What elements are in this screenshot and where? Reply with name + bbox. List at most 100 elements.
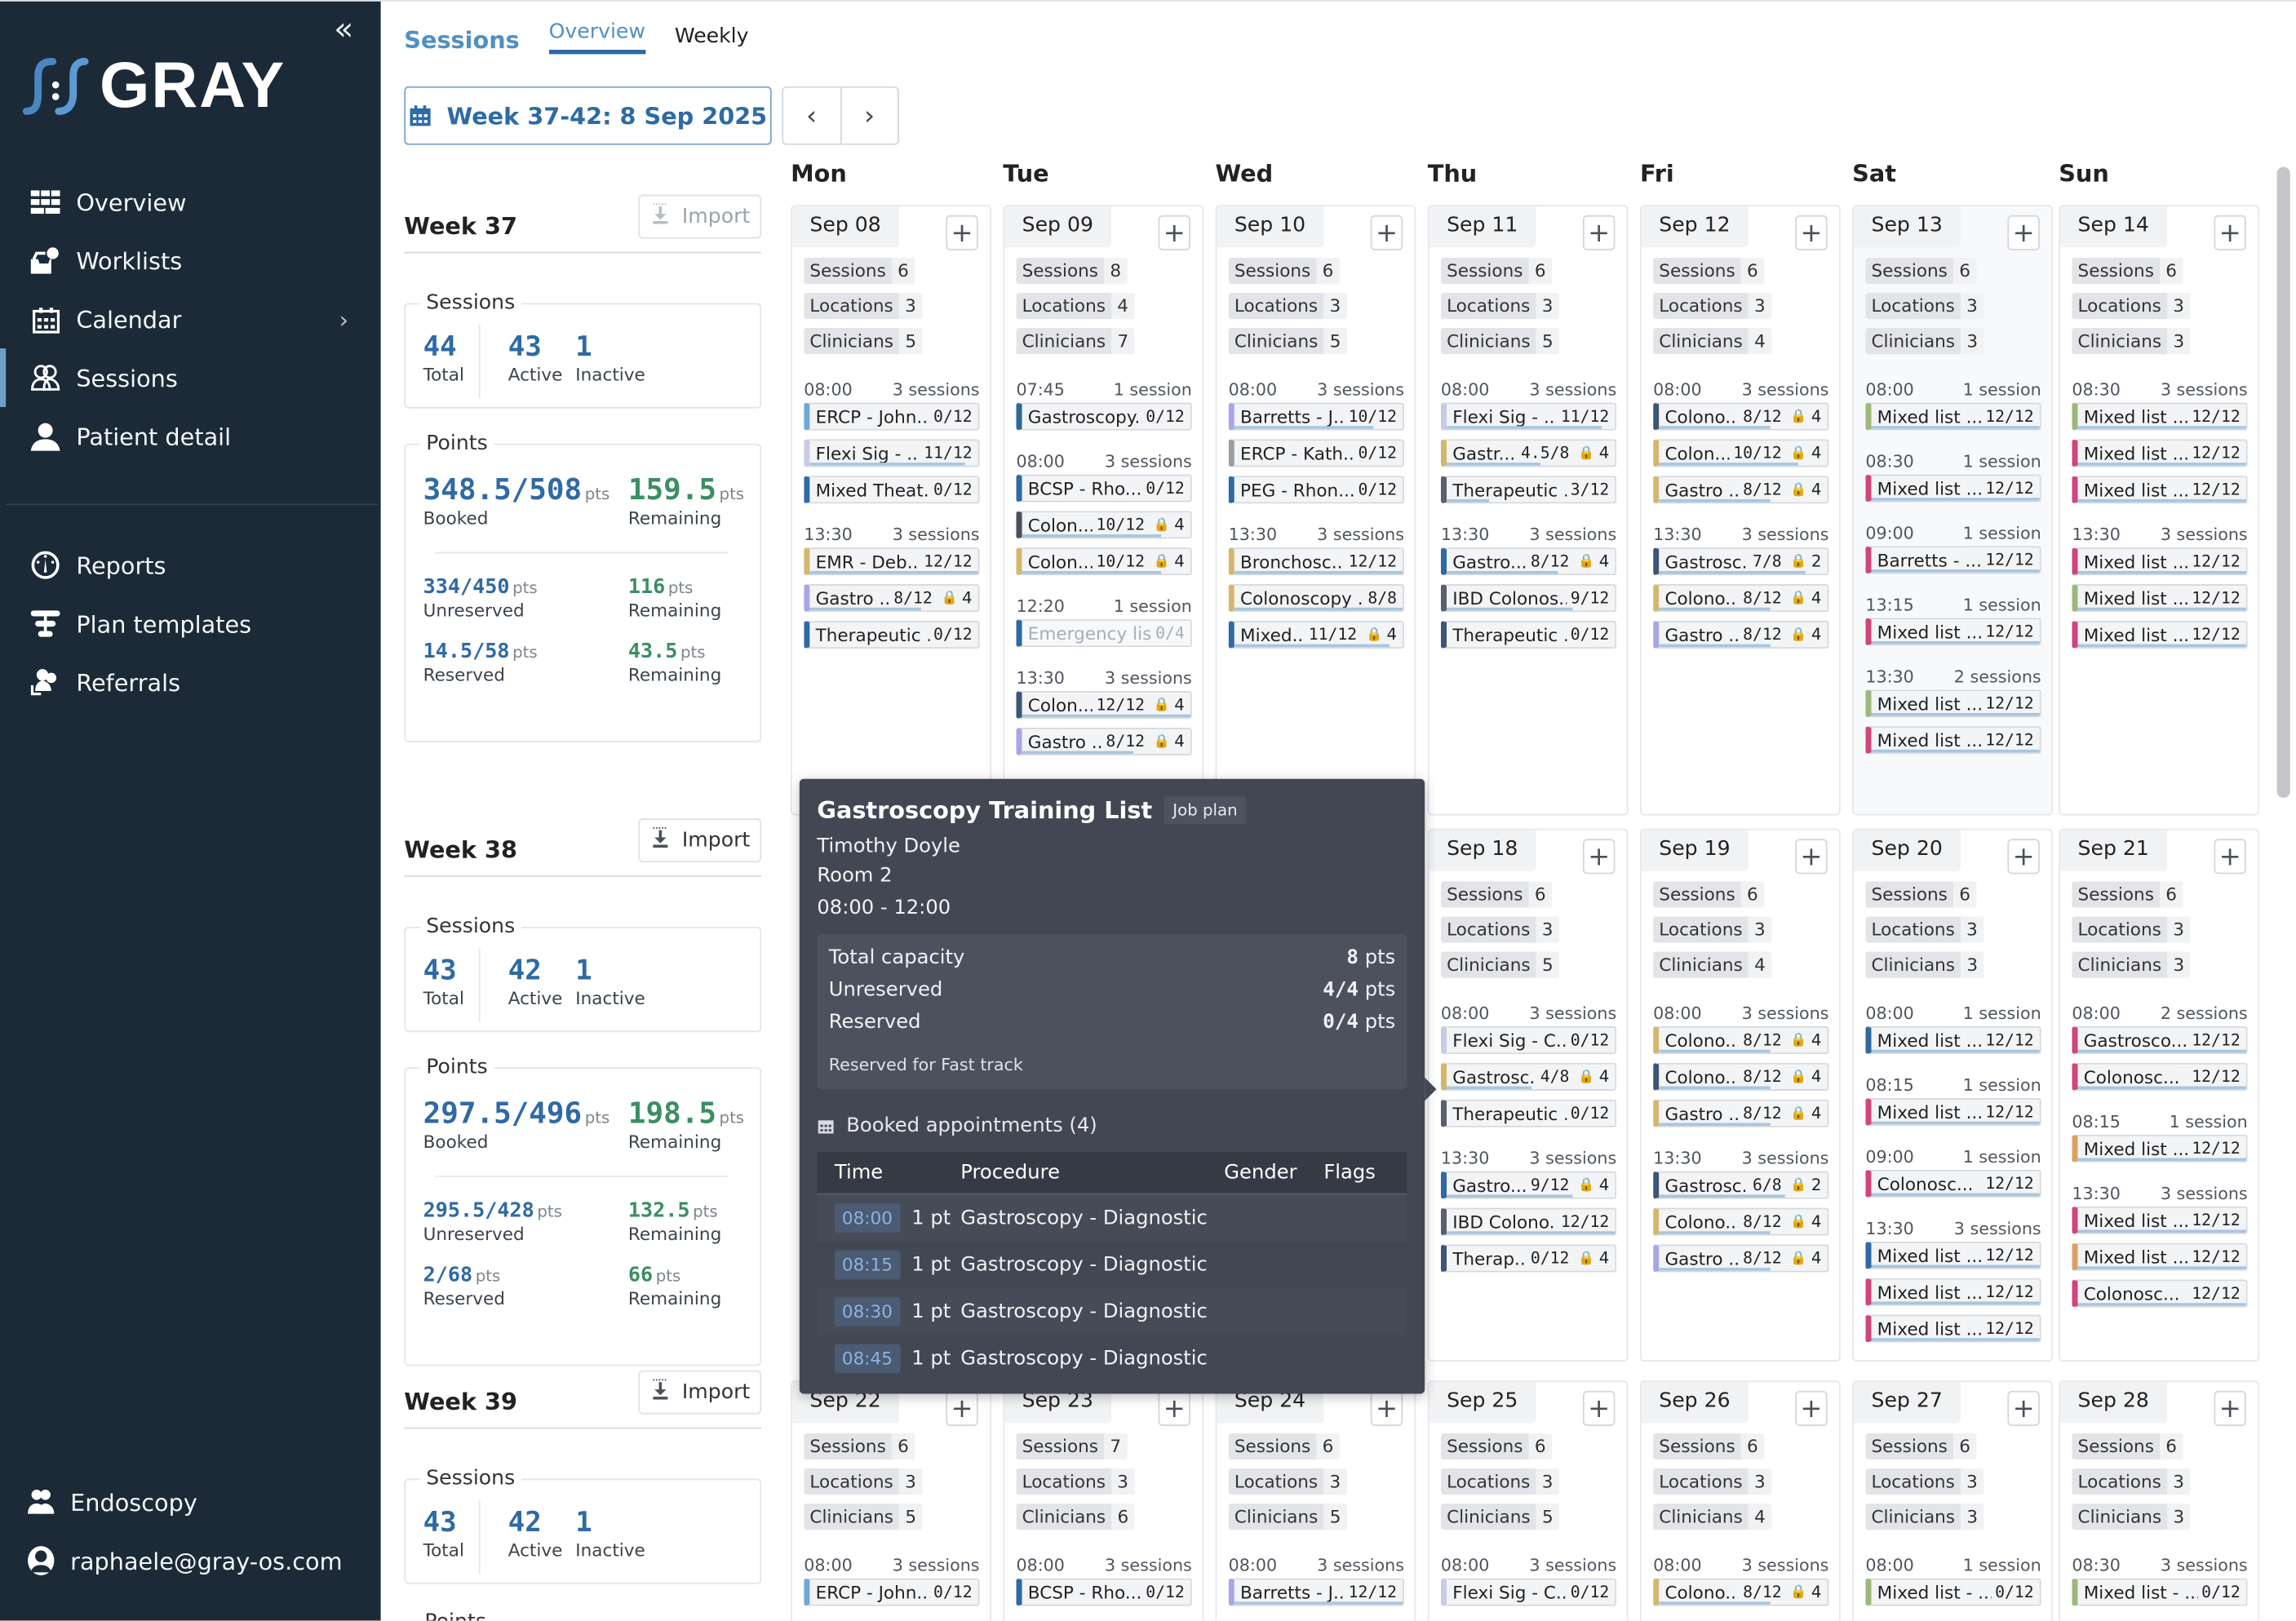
- session-item[interactable]: Mixed list ... 12/12: [2072, 584, 2248, 613]
- add-session-button[interactable]: +: [1582, 215, 1616, 250]
- session-item[interactable]: Therapeutic ...0/12: [1440, 1099, 1617, 1127]
- session-item[interactable]: Colonosc... 12/12: [2072, 1279, 2248, 1308]
- tab-overview[interactable]: Overview: [548, 20, 645, 55]
- session-item[interactable]: BCSP - Rho... 0/12: [1016, 1578, 1192, 1606]
- session-item[interactable]: Barretts - ... 12/12: [1865, 546, 2041, 574]
- import-button[interactable]: Import: [638, 818, 762, 863]
- session-item[interactable]: Therapeutic ...3/12: [1440, 476, 1617, 504]
- session-item[interactable]: Flexi Sig - ... 11/12: [1440, 402, 1617, 431]
- session-item[interactable]: Colono... 8/12 🔒 4: [1653, 1578, 1829, 1606]
- add-session-button[interactable]: +: [1370, 1390, 1403, 1426]
- session-item[interactable]: Mixed list ... 12/12: [1865, 726, 2041, 755]
- session-item[interactable]: Gastro ... 8/12 🔒 4: [1653, 1244, 1829, 1273]
- sidebar-item-referrals[interactable]: Referrals: [0, 653, 381, 711]
- session-item[interactable]: Mixed list ... 12/12: [2072, 620, 2248, 649]
- session-item[interactable]: Colono... 8/12 🔒 4: [1653, 584, 1829, 613]
- table-row[interactable]: 08:00 1 pt Gastroscopy - Diagnostic: [817, 1194, 1407, 1242]
- add-session-button[interactable]: +: [2214, 839, 2246, 875]
- session-item[interactable]: Gastrosc...6/8 🔒2: [1653, 1171, 1829, 1199]
- week-range-picker[interactable]: Week 37-42: 8 Sep 2025: [404, 86, 772, 145]
- session-item[interactable]: Gastrosc...4/8 🔒4: [1440, 1062, 1617, 1091]
- table-row[interactable]: 08:30 1 pt Gastroscopy - Diagnostic: [817, 1288, 1407, 1335]
- add-session-button[interactable]: +: [1158, 1390, 1191, 1426]
- sidebar-item-plan-templates[interactable]: Plan templates: [0, 595, 381, 653]
- next-week-button[interactable]: ›: [840, 87, 898, 144]
- add-session-button[interactable]: +: [1582, 1390, 1616, 1426]
- sidebar-item-sessions[interactable]: Sessions: [0, 348, 381, 407]
- session-item[interactable]: Mixed list ... 12/12: [1865, 1026, 2041, 1055]
- session-item[interactable]: IBD Colonos... 9/12: [1440, 584, 1617, 613]
- session-item[interactable]: Gastro... 8/12 🔒 4: [1440, 547, 1617, 576]
- add-session-button[interactable]: +: [1370, 215, 1403, 250]
- session-item[interactable]: Barretts - J... 10/12: [1228, 402, 1405, 431]
- session-item[interactable]: Mixed Theat... 0/12: [804, 476, 980, 504]
- session-item[interactable]: Mixed list ... 12/12: [1865, 689, 2041, 718]
- session-item[interactable]: ERCP - John... 0/12: [804, 1578, 980, 1606]
- session-item[interactable]: Barretts - J... 12/12: [1228, 1578, 1405, 1606]
- session-item[interactable]: Mixed... 11/12 🔒 4: [1228, 620, 1405, 649]
- session-item[interactable]: Flexi Sig - ... 11/12: [804, 439, 980, 467]
- session-item[interactable]: Colon... 10/12 🔒 4: [1016, 547, 1192, 576]
- table-row[interactable]: 08:15 1 pt Gastroscopy - Diagnostic: [817, 1241, 1407, 1289]
- sidebar-item-worklists[interactable]: Worklists: [0, 232, 381, 290]
- session-item[interactable]: Gastrosc...7/8 🔒 2: [1653, 547, 1829, 576]
- session-item[interactable]: Mixed list ... 12/12: [1865, 402, 2041, 431]
- session-item[interactable]: Bronchosc... 12/12: [1228, 547, 1405, 576]
- add-session-button[interactable]: +: [946, 215, 978, 250]
- session-item[interactable]: Colono... 8/12 🔒 4: [1653, 1207, 1829, 1236]
- session-item[interactable]: Therapeutic ...0/12: [1440, 620, 1617, 649]
- session-item[interactable]: Mixed list ... 12/12: [1865, 618, 2041, 646]
- add-session-button[interactable]: +: [2214, 1390, 2246, 1426]
- sidebar-item-reports[interactable]: Reports: [0, 536, 381, 595]
- session-item[interactable]: Gastro ... 8/12 🔒 4: [1016, 727, 1192, 756]
- session-item[interactable]: Gastro ... 8/12 🔒 4: [1653, 476, 1829, 504]
- session-item[interactable]: Mixed list - ... 0/12: [2072, 1578, 2248, 1606]
- session-item[interactable]: Gastroscopy... 0/12: [1016, 402, 1192, 431]
- add-session-button[interactable]: +: [2007, 215, 2040, 250]
- session-item[interactable]: Colono... 8/12 🔒 4: [1653, 1062, 1829, 1091]
- session-item[interactable]: Colono... 8/12 🔒 4: [1653, 402, 1829, 431]
- session-item[interactable]: Colono... 8/12 🔒 4: [1653, 1026, 1829, 1055]
- session-item[interactable]: PEG - Rhon... 0/12: [1228, 476, 1405, 504]
- session-item[interactable]: Flexi Sig - C... 0/12: [1440, 1026, 1617, 1055]
- add-session-button[interactable]: +: [1795, 215, 1828, 250]
- add-session-button[interactable]: +: [2007, 1390, 2040, 1426]
- session-item[interactable]: Mixed list ... 12/12: [2072, 402, 2248, 431]
- session-item[interactable]: Mixed list ... 12/12: [1865, 1314, 2041, 1343]
- session-item[interactable]: Colonoscopy ... 8/8: [1228, 584, 1405, 613]
- collapse-sidebar-icon[interactable]: «: [334, 11, 354, 49]
- session-item[interactable]: Therapeutic ...0/12: [804, 620, 980, 649]
- session-item[interactable]: Colonosc... 12/12: [2072, 1062, 2248, 1091]
- add-session-button[interactable]: +: [1795, 839, 1828, 875]
- session-item[interactable]: Mixed list ... 12/12: [2072, 1134, 2248, 1163]
- session-item[interactable]: Gastrosco... 12/12: [2072, 1026, 2248, 1055]
- session-item[interactable]: Mixed list ... 12/12: [1865, 1241, 2041, 1269]
- tab-weekly[interactable]: Weekly: [674, 24, 749, 49]
- department-switcher[interactable]: Endoscopy: [26, 1486, 197, 1518]
- session-item[interactable]: Mixed list ... 12/12: [1865, 1097, 2041, 1127]
- sidebar-item-overview[interactable]: Overview: [0, 173, 381, 232]
- session-item[interactable]: Mixed list ... 12/12: [1865, 1278, 2041, 1306]
- add-session-button[interactable]: +: [2214, 215, 2246, 250]
- session-item[interactable]: Mixed list ... 12/12: [2072, 1206, 2248, 1234]
- session-item[interactable]: Mixed list ... 12/12: [2072, 476, 2248, 504]
- session-item[interactable]: Emergency lis...0/4: [1016, 619, 1192, 648]
- add-session-button[interactable]: +: [2007, 839, 2040, 875]
- session-item[interactable]: EMR - Deb... 12/12: [804, 547, 980, 576]
- sidebar-item-calendar[interactable]: Calendar ›: [0, 290, 381, 348]
- sidebar-item-patient-detail[interactable]: Patient detail: [0, 407, 381, 466]
- add-session-button[interactable]: +: [946, 1390, 978, 1426]
- session-item[interactable]: Gastro ... 8/12 🔒 4: [1653, 1099, 1829, 1127]
- session-item[interactable]: Mixed list - ... 0/12: [1865, 1578, 2041, 1606]
- session-item[interactable]: Colon... 10/12 🔒 4: [1016, 511, 1192, 539]
- session-item[interactable]: Mixed list ... 12/12: [2072, 439, 2248, 467]
- session-item[interactable]: Therap... 0/12 🔒 4: [1440, 1244, 1617, 1273]
- import-button[interactable]: Import: [638, 1370, 762, 1415]
- add-session-button[interactable]: +: [1158, 215, 1191, 250]
- session-item[interactable]: Mixed list ... 12/12: [1865, 474, 2041, 503]
- add-session-button[interactable]: +: [1795, 1390, 1828, 1426]
- session-item[interactable]: IBD Colono... 12/12: [1440, 1207, 1617, 1236]
- session-item[interactable]: ERCP - John... 0/12: [804, 402, 980, 431]
- session-item[interactable]: Colonosc... 12/12: [1865, 1169, 2041, 1198]
- vertical-scrollbar[interactable]: [2276, 166, 2290, 799]
